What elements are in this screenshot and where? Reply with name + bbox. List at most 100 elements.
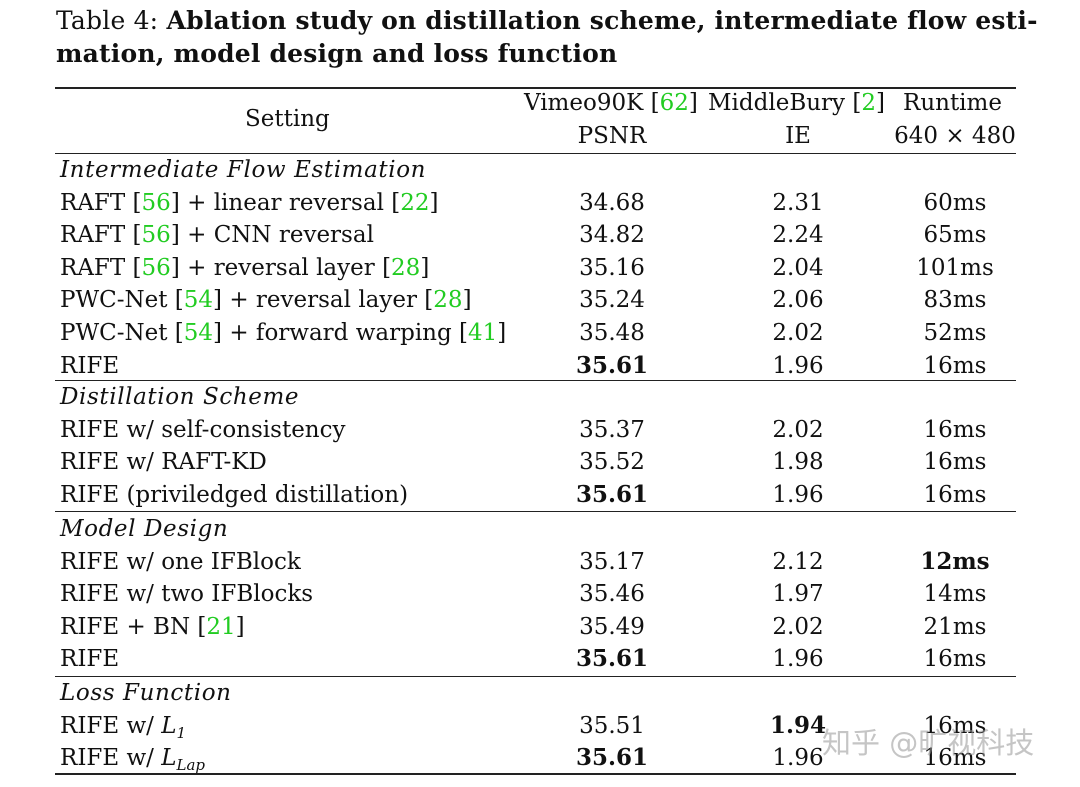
row-setting: RIFE + BN [21] [60, 612, 245, 642]
runtime-value: 16ms [923, 745, 987, 771]
row-setting: RAFT [56] + reversal layer [28] [60, 253, 429, 283]
setting-text: RAFT [60, 255, 133, 281]
citation-close-bracket: ] [235, 614, 245, 640]
ie-value: 2.02 [772, 614, 824, 640]
ie-value: 2.02 [772, 417, 824, 443]
section-rule-1 [55, 380, 1016, 381]
citation-close-bracket: ] [170, 222, 180, 248]
setting-text: RIFE w/ one IFBlock [60, 549, 301, 575]
row-setting: RIFE [60, 644, 119, 674]
runtime-value: 101ms [916, 255, 994, 281]
psnr-value: 35.49 [579, 614, 645, 640]
citation-link[interactable]: 28 [391, 255, 421, 281]
section-title: Model Design [60, 516, 229, 542]
citation-open-bracket: [ [391, 190, 401, 216]
ie-value: 2.24 [772, 222, 824, 248]
ie-value: 2.06 [772, 287, 824, 313]
row-setting: PWC-Net [54] + reversal layer [28] [60, 285, 472, 315]
header-middlebury-name: MiddleBury [708, 90, 846, 116]
psnr-value: 35.16 [579, 255, 645, 281]
psnr-value: 35.46 [579, 581, 645, 607]
setting-text: RIFE (priviledged distillation) [60, 482, 409, 508]
header-middlebury: MiddleBury [2] [708, 90, 885, 116]
citation-link[interactable]: 41 [468, 320, 498, 346]
citation-link[interactable]: 56 [141, 190, 171, 216]
citation-link[interactable]: 54 [183, 287, 214, 313]
citation-close-bracket: ] [429, 190, 439, 216]
row-setting: RAFT [56] + linear reversal [22] [60, 188, 438, 218]
runtime-value: 52ms [923, 320, 987, 346]
header-middlebury-ref[interactable]: 2 [861, 90, 876, 116]
citation-open-bracket: [ [174, 287, 184, 313]
runtime-value: 12ms [920, 548, 990, 575]
row-setting: RIFE w/ one IFBlock [60, 547, 301, 577]
citation-open-bracket: [ [132, 190, 142, 216]
citation-link[interactable]: 28 [433, 287, 463, 313]
setting-text: RIFE w/ RAFT-KD [60, 449, 267, 475]
psnr-value: 35.61 [575, 352, 649, 379]
ie-value: 2.31 [772, 190, 824, 216]
runtime-value: 16ms [923, 353, 987, 379]
header-vimeo-name: Vimeo90K [524, 90, 644, 116]
ie-value: 1.96 [772, 745, 824, 771]
setting-text: RIFE w/ [60, 713, 162, 739]
row-setting: RIFE w/ two IFBlocks [60, 579, 313, 609]
runtime-value: 16ms [923, 449, 987, 475]
citation-link[interactable]: 54 [183, 320, 214, 346]
psnr-value: 35.48 [579, 320, 645, 346]
setting-text: + reversal layer [179, 255, 383, 281]
section-rule-2 [55, 511, 1016, 512]
ie-value: 1.96 [772, 482, 824, 508]
ie-value: 2.02 [772, 320, 824, 346]
row-setting: RIFE w/ RAFT-KD [60, 447, 267, 477]
header-psnr: PSNR [577, 123, 647, 149]
row-setting: RIFE w/ self-consistency [60, 415, 346, 445]
citation-link[interactable]: 56 [141, 222, 171, 248]
psnr-value: 35.61 [575, 744, 649, 771]
loss-subscript: Lap [176, 756, 206, 774]
section-rule-3 [55, 676, 1016, 677]
citation-close-bracket: ] [213, 320, 223, 346]
section-title: Intermediate Flow Estimation [60, 157, 427, 183]
setting-text: PWC-Net [60, 320, 175, 346]
loss-symbol: L [161, 745, 177, 771]
setting-text: PWC-Net [60, 287, 175, 313]
citation-open-bracket: [ [132, 222, 142, 248]
ie-value: 1.96 [772, 646, 824, 672]
runtime-value: 16ms [923, 646, 987, 672]
setting-text: RIFE [60, 353, 120, 379]
ie-value: 2.04 [772, 255, 824, 281]
row-setting: RIFE w/ L1 [60, 711, 186, 748]
citation-link[interactable]: 22 [400, 190, 430, 216]
table-caption: Table 4: Ablation study on distillation … [56, 4, 1046, 70]
runtime-value: 21ms [923, 614, 987, 640]
psnr-value: 35.61 [575, 645, 649, 672]
citation-open-bracket: [ [197, 614, 207, 640]
runtime-value: 16ms [923, 713, 987, 739]
citation-open-bracket: [ [424, 287, 434, 313]
citation-link[interactable]: 21 [206, 614, 236, 640]
row-setting: RIFE w/ LLap [60, 743, 205, 780]
citation-link[interactable]: 56 [141, 255, 171, 281]
row-setting: RIFE [60, 351, 119, 381]
setting-text: + forward warping [222, 320, 460, 346]
psnr-value: 35.51 [579, 713, 645, 739]
table-title-line1: Ablation study on distillation scheme, i… [166, 6, 1038, 35]
setting-text: RIFE w/ self-consistency [60, 417, 346, 443]
psnr-value: 35.61 [575, 481, 649, 508]
citation-close-bracket: ] [213, 287, 223, 313]
setting-text: + CNN reversal [179, 222, 374, 248]
ie-value: 1.96 [772, 353, 824, 379]
ie-value: 1.98 [772, 449, 824, 475]
loss-subscript: 1 [176, 724, 187, 742]
header-vimeo: Vimeo90K [62] [524, 90, 698, 116]
ie-value: 1.94 [769, 712, 827, 739]
loss-symbol: L [161, 713, 177, 739]
citation-open-bracket: [ [382, 255, 392, 281]
setting-text: RIFE + BN [60, 614, 198, 640]
citation-close-bracket: ] [170, 190, 180, 216]
citation-open-bracket: [ [459, 320, 469, 346]
runtime-value: 83ms [923, 287, 987, 313]
header-vimeo-ref[interactable]: 62 [659, 90, 689, 116]
citation-close-bracket: ] [170, 255, 180, 281]
